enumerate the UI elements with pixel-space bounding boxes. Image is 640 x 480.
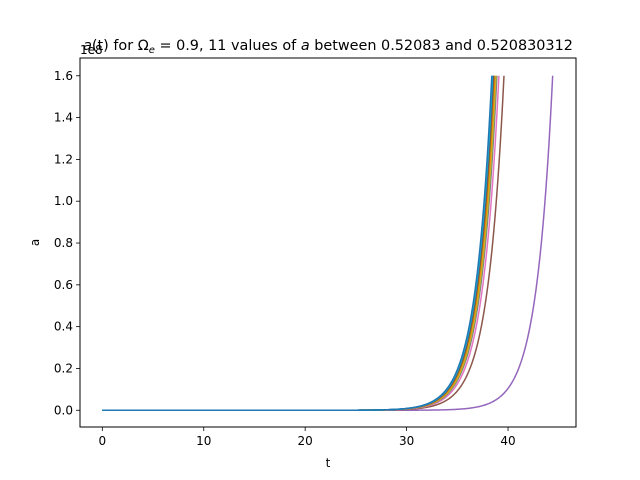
plot-area bbox=[102, 75, 554, 412]
x-tick-label: 0 bbox=[98, 434, 106, 448]
y-tick-label: 0.4 bbox=[54, 320, 73, 334]
y-tick-label: 0.0 bbox=[54, 403, 73, 417]
y-tick-label: 1.6 bbox=[54, 69, 73, 83]
title-rest: between 0.52083 and 0.520830312 bbox=[310, 38, 573, 54]
x-tick-label: 40 bbox=[500, 434, 515, 448]
axes-frame bbox=[79, 57, 577, 428]
y-axis-ticks: 0.0 0.2 0.4 0.6 0.8 1.0 1.2 1.4 1.6 bbox=[54, 69, 80, 417]
title-omega: Ω bbox=[138, 38, 149, 54]
title-a-var: a bbox=[301, 38, 310, 54]
x-axis-ticks: 0 10 20 30 40 bbox=[98, 427, 516, 448]
chart-title: a(t) for Ωe = 0.9, 11 values of a betwee… bbox=[83, 38, 573, 56]
y-tick-label: 0.2 bbox=[54, 361, 73, 375]
y-offset-text: 1e8 bbox=[80, 43, 103, 57]
x-tick-label: 20 bbox=[298, 434, 313, 448]
x-tick-label: 30 bbox=[399, 434, 414, 448]
y-axis-label: a bbox=[28, 239, 42, 246]
title-eq: = 0.9, 11 values of bbox=[155, 38, 301, 54]
title-paren: (t) bbox=[92, 38, 109, 54]
y-tick-label: 0.6 bbox=[54, 278, 73, 292]
y-tick-label: 1.2 bbox=[54, 152, 73, 166]
series-line-11 bbox=[102, 75, 493, 412]
title-for: for bbox=[109, 38, 138, 54]
title-subscript: e bbox=[149, 45, 155, 56]
y-tick-label: 1.4 bbox=[54, 111, 73, 125]
title-a: a bbox=[83, 38, 92, 54]
x-axis-label: t bbox=[326, 456, 331, 470]
x-tick-label: 10 bbox=[196, 434, 211, 448]
series-group bbox=[102, 75, 554, 412]
y-tick-label: 1.0 bbox=[54, 194, 73, 208]
y-tick-label: 0.8 bbox=[54, 236, 73, 250]
